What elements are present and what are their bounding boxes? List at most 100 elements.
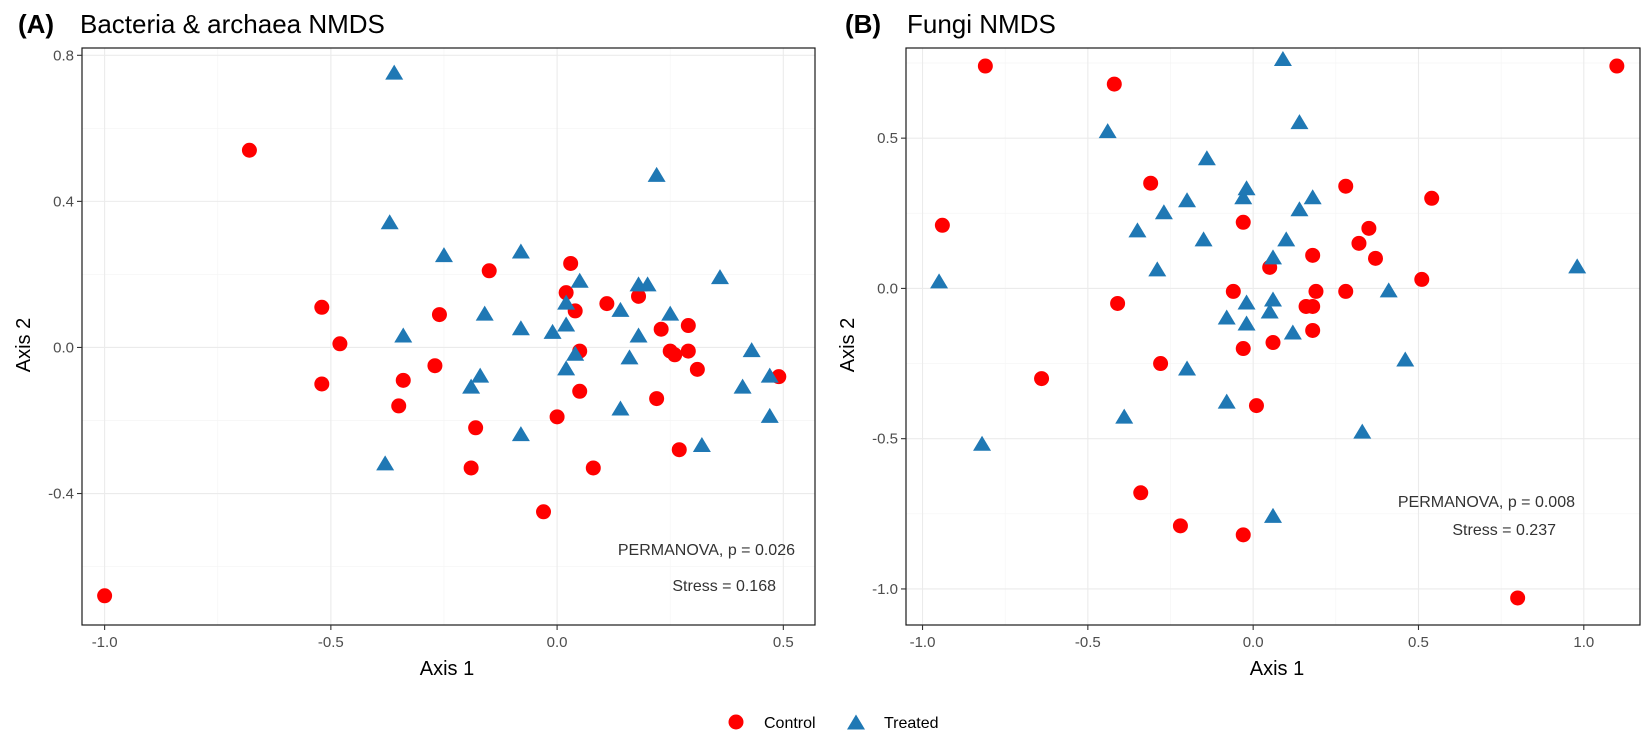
- panel-a-y-axis-title: Axis 2: [13, 318, 35, 372]
- panel-a-point-treated: [376, 455, 395, 471]
- panel-b-y-tick-label: -1.0: [872, 581, 898, 598]
- panel-b-grid: [906, 48, 1640, 625]
- panel-b-point-control: [1106, 76, 1122, 92]
- panel-b-point-control: [977, 58, 993, 74]
- panel-a-point-treated: [475, 305, 494, 321]
- panel-b-point-treated: [1273, 51, 1292, 67]
- panel-b-point-control: [1153, 356, 1169, 372]
- panel-a-x-tick-label: 0.0: [547, 634, 568, 651]
- panel-a-point-treated: [511, 426, 530, 442]
- panel-a-frame: [81, 47, 816, 626]
- panel-b-point-control: [1034, 371, 1050, 387]
- panel-a-point-treated: [629, 327, 648, 343]
- panel-b-point-control: [1510, 590, 1526, 606]
- panel-a-ticks: -1.0 -0.5 0.0 0.5 -0.4 0.0 0.4 0.8: [48, 47, 794, 651]
- panel-b-point-treated: [1277, 231, 1296, 247]
- panel-a-point-treated: [543, 323, 562, 339]
- panel-b-point-treated: [1283, 324, 1302, 340]
- panel-a-point-treated: [570, 272, 589, 288]
- panel-b-point-control: [1308, 283, 1324, 299]
- panel-b-point-treated: [1353, 423, 1372, 439]
- panel-b-y-tick-label: 0.0: [877, 280, 898, 297]
- panel-a-point-treated: [462, 378, 481, 394]
- panel-b-point-control: [1367, 250, 1383, 266]
- panel-a-point-control: [427, 358, 443, 374]
- panel-b-ticks: -1.0 -0.5 0.0 0.5 1.0 -1.0 -0.5 0.0 0.5: [872, 130, 1594, 651]
- panel-b-point-treated: [1290, 201, 1309, 217]
- panel-b-point-treated: [930, 273, 949, 289]
- panel-b-point-control: [1338, 178, 1354, 194]
- panel-a-point-control: [395, 372, 411, 388]
- panel-a-point-control: [653, 321, 669, 337]
- panel-a-point-treated: [760, 367, 779, 383]
- panel-b-point-treated: [1178, 192, 1197, 208]
- panel-a-point-treated: [557, 360, 576, 376]
- panel-b-y-axis-title: Axis 2: [837, 318, 859, 372]
- panel-a-point-control: [649, 391, 665, 407]
- panel-b-point-treated: [1194, 231, 1213, 247]
- panel-b-points: [930, 51, 1625, 606]
- panel-a-y-tick-label: 0.4: [53, 193, 74, 210]
- panel-b-point-treated: [1197, 150, 1216, 166]
- panel-b-point-treated: [1237, 180, 1256, 196]
- panel-a-point-treated: [511, 243, 530, 259]
- panel-a-point-control: [599, 296, 615, 312]
- panel-a-point-control: [431, 307, 447, 323]
- panel-a-point-control: [463, 460, 479, 476]
- panel-b-point-control: [1351, 235, 1367, 251]
- legend-treated-label: Treated: [884, 715, 939, 732]
- panel-a-point-control: [667, 347, 683, 363]
- panel-b-point-control: [1235, 527, 1251, 543]
- panel-b-point-treated: [973, 435, 992, 451]
- panel-b-point-control: [1609, 58, 1625, 74]
- panel-b-point-control: [1235, 341, 1251, 357]
- panel-b-point-treated: [1217, 393, 1236, 409]
- panel-b-y-tick-label: -0.5: [872, 431, 898, 448]
- panel-a-x-tick-label: 0.5: [773, 634, 794, 651]
- panel-b-point-control: [1305, 322, 1321, 338]
- panel-b-point-control: [1265, 335, 1281, 351]
- panel-b-point-control: [1110, 295, 1126, 311]
- panel-b-point-treated: [1260, 303, 1279, 319]
- panel-a-grid: [82, 48, 815, 625]
- panel-b-point-treated: [1290, 114, 1309, 130]
- panel-a-point-treated: [566, 345, 585, 361]
- panel-b-point-treated: [1264, 291, 1282, 307]
- panel-b-point-treated: [1379, 282, 1398, 298]
- panel-b-point-treated: [1154, 204, 1173, 220]
- panel-b-point-treated: [1237, 315, 1256, 331]
- panel-a-x-tick-label: -1.0: [92, 634, 118, 651]
- panel-a-point-treated: [557, 316, 576, 332]
- panel-b-point-control: [1305, 298, 1321, 314]
- panel-a-stress-annotation: Stress = 0.168: [672, 578, 776, 595]
- panel-b-point-treated: [1098, 123, 1117, 139]
- panel-b-point-control: [1235, 214, 1251, 230]
- panel-b-x-axis-title: Axis 1: [1250, 658, 1304, 680]
- panel-a-point-treated: [638, 276, 657, 292]
- panel-b-point-control: [1248, 398, 1264, 414]
- panel-a-point-control: [585, 460, 601, 476]
- panel-b-point-treated: [1568, 258, 1587, 274]
- panel-a: (A) Bacteria & archaea NMDS -1.0 -0.5 0.0 0…: [13, 9, 816, 680]
- panel-a-point-treated: [620, 349, 639, 365]
- panel-a-point-control: [631, 288, 647, 304]
- panel-a-point-control: [558, 285, 574, 301]
- legend-treated-icon: [847, 714, 865, 730]
- panel-a-tag: (A): [18, 9, 54, 39]
- panel-b-point-treated: [1178, 360, 1197, 376]
- panel-a-x-axis-title: Axis 1: [420, 658, 474, 680]
- legend-control-icon: [728, 714, 744, 730]
- panel-a-point-treated: [471, 367, 490, 383]
- panel-a-point-control: [97, 588, 113, 604]
- panel-a-y-tick-label: 0.8: [53, 47, 74, 64]
- panel-a-point-treated: [742, 342, 761, 358]
- panel-a-point-treated: [557, 294, 576, 310]
- panel-a-y-tick-label: -0.4: [48, 486, 74, 503]
- panel-a-point-control: [572, 383, 588, 399]
- panel-a-permanova-annotation: PERMANOVA, p = 0.026: [618, 542, 795, 559]
- panel-b-point-control: [1414, 271, 1430, 287]
- panel-a-point-control: [468, 420, 484, 436]
- legend-control-label: Control: [764, 715, 816, 732]
- panel-b-point-control: [1143, 175, 1159, 191]
